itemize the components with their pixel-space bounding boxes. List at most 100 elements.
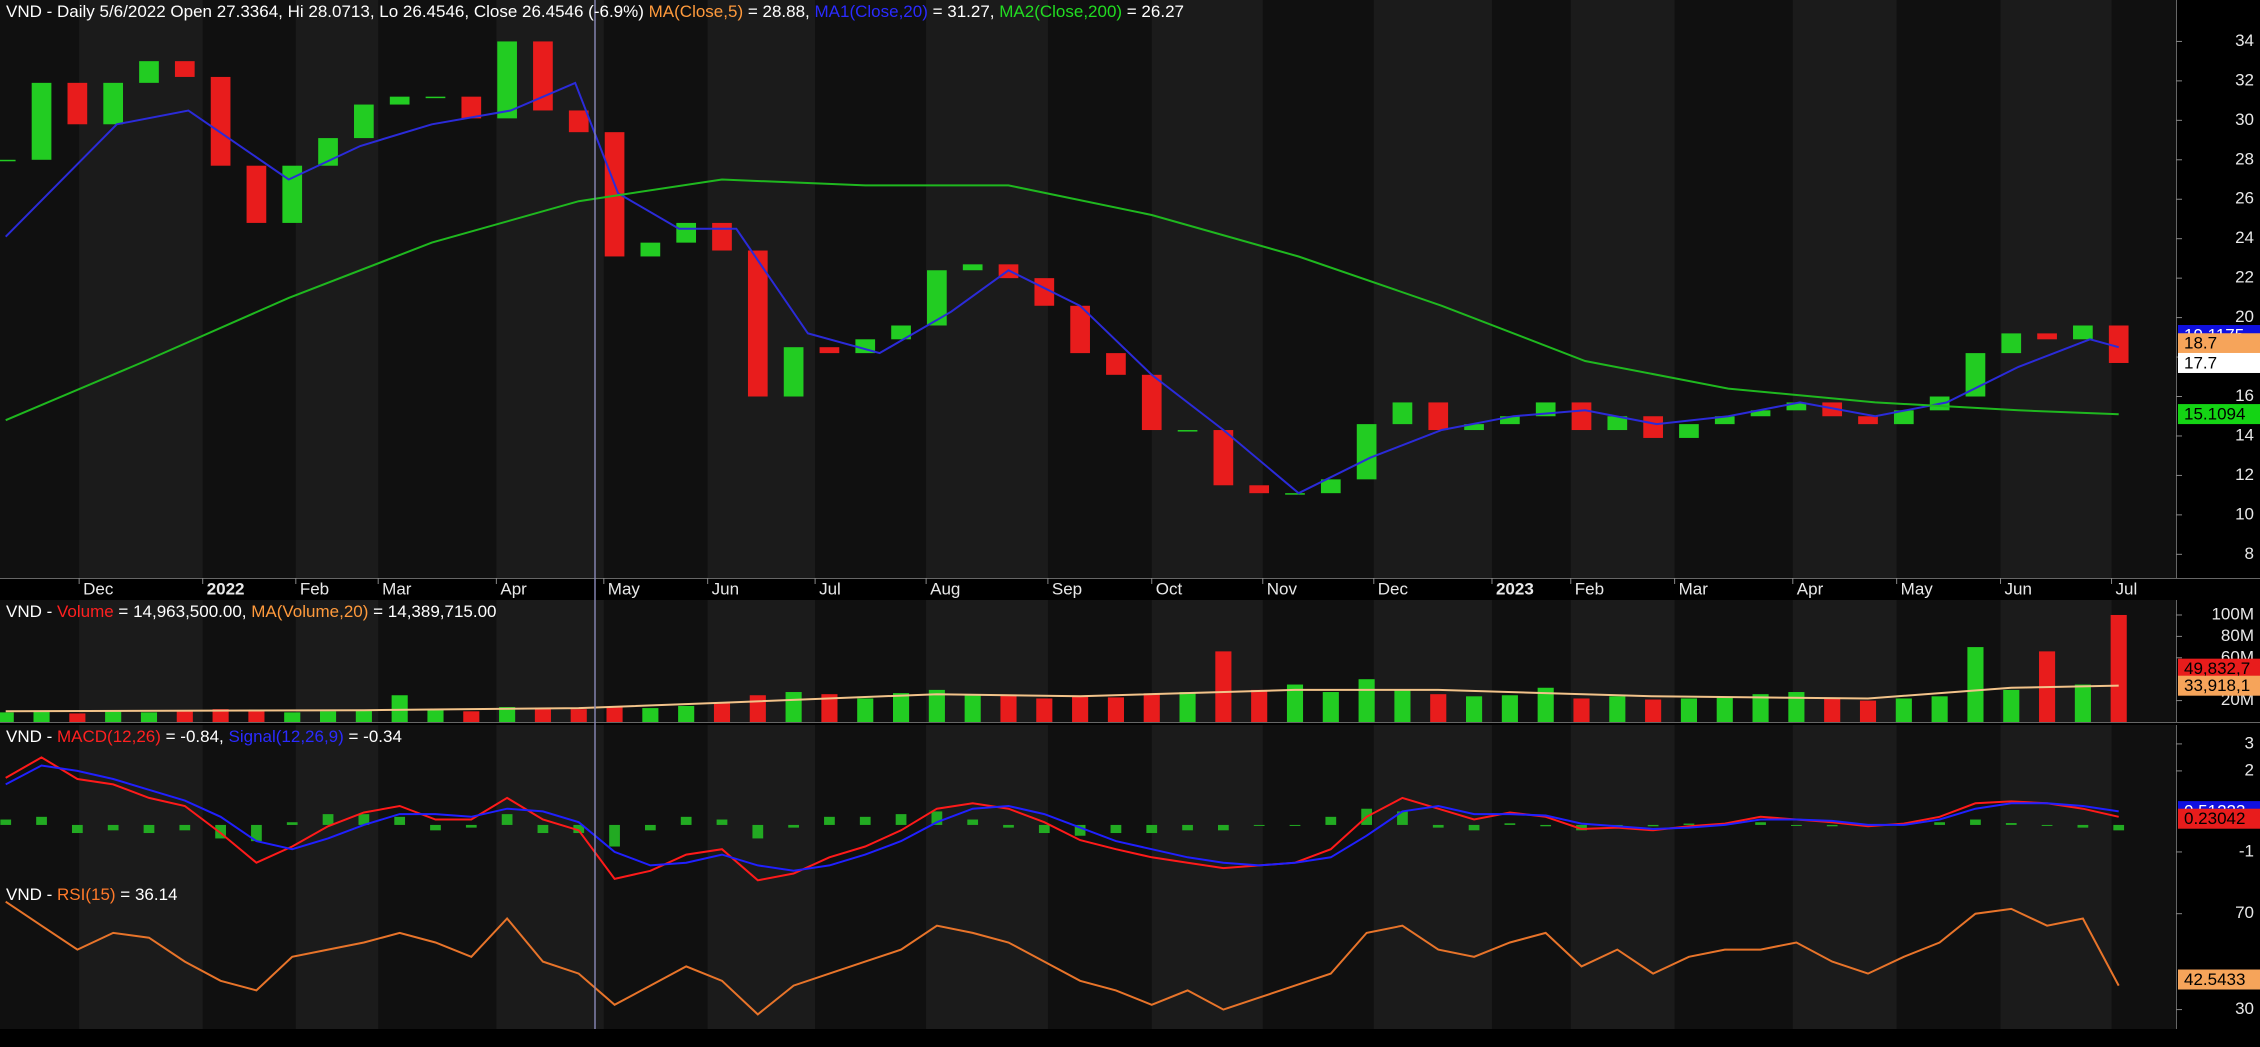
value-tag-label: 49,832,7 bbox=[2184, 659, 2250, 678]
candle bbox=[676, 222, 697, 243]
month-band bbox=[496, 725, 604, 883]
y-tick-label: 30 bbox=[2235, 999, 2254, 1018]
candle bbox=[533, 41, 553, 111]
histogram-bar bbox=[36, 816, 47, 825]
header-part: = 36.14 bbox=[116, 885, 178, 904]
axis-bg bbox=[2176, 883, 2260, 1029]
y-tick-label: 32 bbox=[2235, 70, 2254, 89]
y-tick-label: -1 bbox=[2239, 841, 2254, 860]
histogram-bar bbox=[752, 824, 764, 839]
histogram-bar bbox=[1003, 824, 1014, 828]
month-band bbox=[926, 600, 1048, 722]
volume-bar bbox=[785, 692, 802, 722]
month-band bbox=[295, 600, 379, 722]
status-bar bbox=[0, 1029, 2260, 1047]
y-tick-label: 20 bbox=[2235, 307, 2254, 326]
candle bbox=[927, 270, 947, 326]
candle bbox=[2108, 325, 2129, 363]
volume-bar bbox=[928, 689, 945, 722]
volume-bar bbox=[2003, 689, 2020, 722]
candle bbox=[819, 347, 840, 354]
y-tick-label: 26 bbox=[2235, 189, 2254, 208]
volume-bar bbox=[1251, 689, 1268, 722]
month-band bbox=[707, 725, 816, 883]
candle bbox=[1428, 402, 1449, 431]
header-part: = 31.27, bbox=[928, 2, 999, 21]
value-tag-label: 0.23042 bbox=[2184, 809, 2245, 828]
histogram-bar bbox=[788, 824, 799, 828]
candle bbox=[1822, 402, 1843, 417]
month-band bbox=[1151, 600, 1263, 722]
candle bbox=[783, 347, 804, 397]
candle bbox=[1679, 424, 1699, 438]
x-tick-label: 2022 bbox=[207, 579, 245, 598]
value-tag-label: 17.7 bbox=[2184, 353, 2217, 372]
volume-bar bbox=[1609, 696, 1626, 722]
histogram-bar bbox=[967, 819, 979, 825]
y-tick-label: 34 bbox=[2235, 31, 2254, 50]
x-tick-label: Jun bbox=[2005, 579, 2032, 598]
volume-bar bbox=[176, 710, 193, 722]
volume-bar bbox=[678, 705, 695, 722]
volume-bar bbox=[1824, 698, 1841, 722]
histogram-bar bbox=[644, 824, 656, 831]
volume-bar bbox=[284, 712, 301, 722]
labels: Dec 2022 Feb Mar Apr May Jun Jul Aug Sep Oct Nov Dec… bbox=[6, 2, 2260, 1018]
month-band bbox=[1570, 0, 1675, 578]
volume-bar bbox=[463, 711, 480, 722]
volume-bar bbox=[1645, 699, 1662, 722]
axis-bg bbox=[2176, 0, 2260, 578]
candle bbox=[174, 61, 195, 77]
month-band bbox=[1570, 725, 1675, 883]
month-band bbox=[1151, 725, 1263, 883]
candle bbox=[1320, 479, 1341, 494]
volume-bar bbox=[1788, 692, 1805, 722]
month-band bbox=[79, 600, 203, 722]
volume-bar bbox=[821, 694, 838, 722]
histogram-bar bbox=[322, 814, 334, 825]
header-part: = 26.27 bbox=[1122, 2, 1184, 21]
histogram-bar bbox=[1934, 822, 1946, 825]
y-tick-label: 8 bbox=[2245, 544, 2254, 563]
histogram-bar bbox=[1540, 824, 1552, 827]
volume-bar bbox=[1967, 647, 1984, 722]
volume-bar bbox=[1036, 698, 1053, 722]
volume-bar bbox=[1286, 684, 1304, 722]
volume-bar bbox=[1394, 689, 1411, 722]
volume-bar bbox=[1179, 692, 1196, 722]
x-tick-label: Sep bbox=[1052, 579, 1082, 598]
candle bbox=[1464, 424, 1484, 431]
candle bbox=[210, 76, 231, 166]
y-tick-label: 24 bbox=[2235, 228, 2254, 247]
header-part: VND - bbox=[6, 885, 57, 904]
histogram-bar bbox=[859, 816, 871, 825]
month-band bbox=[1570, 883, 1675, 1029]
candle bbox=[1750, 410, 1771, 417]
panel-header: VND - RSI(15) = 36.14 bbox=[6, 885, 178, 904]
x-tick-label: Apr bbox=[500, 579, 527, 598]
candle bbox=[103, 82, 124, 125]
candle bbox=[1571, 402, 1592, 431]
volume-bar bbox=[1143, 694, 1160, 722]
header-part: MA1(Close,20) bbox=[814, 2, 927, 21]
x-tick-label: Feb bbox=[1575, 579, 1604, 598]
histogram-bar bbox=[1576, 824, 1587, 831]
histogram-bar bbox=[107, 824, 119, 831]
volume-bar bbox=[355, 710, 372, 722]
histogram-bar bbox=[1791, 824, 1802, 826]
x-tick-label: May bbox=[1901, 579, 1934, 598]
header-part: VND - bbox=[6, 727, 57, 746]
histogram-bar bbox=[1468, 824, 1480, 831]
candle bbox=[67, 82, 88, 125]
volume-bar bbox=[1859, 700, 1877, 722]
histogram-bar bbox=[1074, 824, 1086, 836]
x-tick-label: Feb bbox=[300, 579, 329, 598]
histogram-bar bbox=[1110, 824, 1122, 834]
histogram-bar bbox=[358, 814, 370, 825]
month-band bbox=[1151, 0, 1263, 578]
volume-bar bbox=[1537, 687, 1554, 722]
value-tag bbox=[2178, 404, 2260, 425]
volume-bar bbox=[1501, 695, 1518, 722]
month-band bbox=[496, 600, 604, 722]
